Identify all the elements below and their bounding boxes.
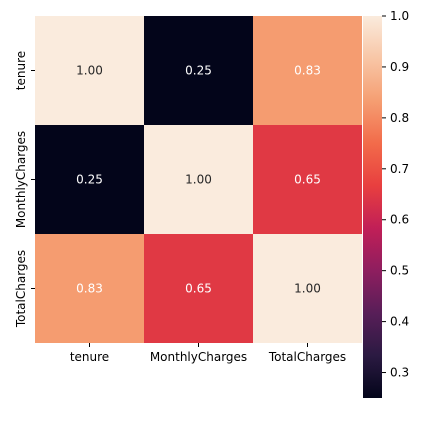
colorbar-tick-label: 0.5 — [390, 264, 409, 278]
colorbar-gradient — [363, 16, 382, 398]
cell-annotation: 0.25 — [185, 64, 212, 78]
x-tick-label: tenure — [70, 350, 109, 364]
colorbar-tick-label: 0.7 — [390, 162, 409, 176]
x-axis: tenure MonthlyCharges TotalCharges — [70, 343, 346, 364]
y-tick-label: MonthlyCharges — [14, 131, 28, 228]
x-tick-label: MonthlyCharges — [150, 350, 247, 364]
heatmap-cell-TotalCharges-TotalCharges — [253, 234, 362, 343]
x-tick-label: TotalCharges — [268, 350, 346, 364]
cell-annotation: 0.83 — [294, 64, 321, 78]
heatmap-cell-MonthlyCharges-MonthlyCharges — [144, 125, 253, 234]
heatmap-cell-MonthlyCharges-tenure — [35, 125, 144, 234]
cell-annotations: 1.00 0.25 0.83 0.25 1.00 0.65 0.83 0.65 1.00 — [76, 64, 321, 296]
heatmap-cell-TotalCharges-tenure — [35, 234, 144, 343]
heatmap-cell-MonthlyCharges-TotalCharges — [253, 125, 362, 234]
heatmap-cell-TotalCharges-MonthlyCharges — [144, 234, 253, 343]
colorbar-tick-label: 0.4 — [390, 315, 409, 329]
cell-annotation: 1.00 — [185, 173, 212, 187]
heatmap-cell-tenure-tenure — [35, 16, 144, 125]
cell-annotation: 0.65 — [185, 282, 212, 296]
cell-annotation: 0.83 — [76, 282, 103, 296]
colorbar-tick-label: 1.0 — [390, 9, 409, 23]
heatmap-cell-tenure-TotalCharges — [253, 16, 362, 125]
cell-annotation: 1.00 — [76, 64, 103, 78]
colorbar: 0.3 0.4 0.5 0.6 0.7 0.8 0.9 1.0 — [363, 9, 409, 398]
cell-annotation: 0.25 — [76, 173, 103, 187]
heatmap-cell-tenure-MonthlyCharges — [144, 16, 253, 125]
y-axis: tenure MonthlyCharges TotalCharges — [14, 51, 35, 328]
cell-annotation: 1.00 — [294, 282, 321, 296]
colorbar-tick-label: 0.9 — [390, 60, 409, 74]
y-tick-label: tenure — [14, 51, 28, 90]
heatmap-cells — [35, 16, 362, 343]
cell-annotation: 0.65 — [294, 173, 321, 187]
y-tick-label: TotalCharges — [14, 250, 28, 328]
colorbar-tick-label: 0.3 — [390, 366, 409, 380]
colorbar-tick-label: 0.6 — [390, 213, 409, 227]
colorbar-tick-label: 0.8 — [390, 111, 409, 125]
